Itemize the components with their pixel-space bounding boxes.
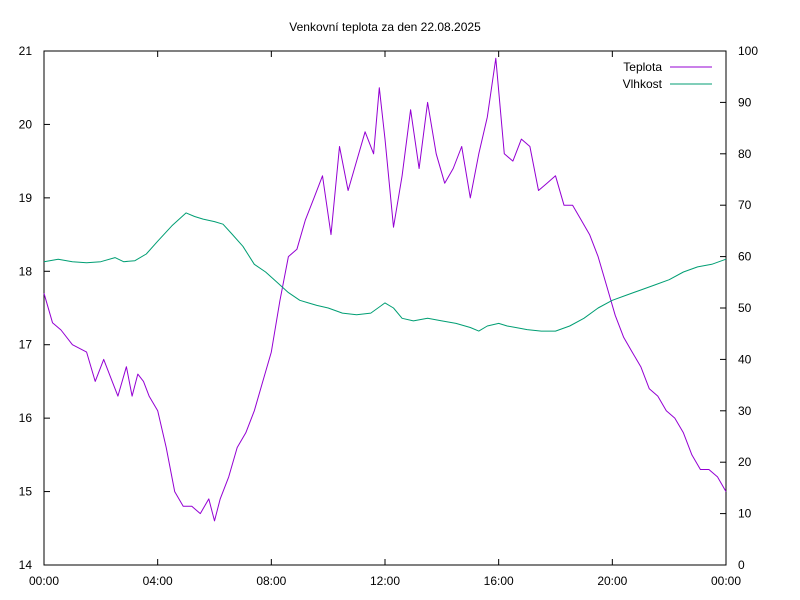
x-tick-label: 00:00 [711,574,741,588]
y2-tick-label: 30 [738,404,752,418]
y2-tick-label: 90 [738,95,752,109]
y-tick-label: 19 [19,191,33,205]
legend-label-vlhkost: Vlhkost [623,77,663,91]
x-tick-label: 12:00 [370,574,400,588]
y2-tick-label: 80 [738,147,752,161]
y2-tick-label: 70 [738,198,752,212]
y-tick-label: 18 [19,264,33,278]
y-tick-label: 14 [19,558,33,572]
y-tick-label: 16 [19,411,33,425]
series-line-teplota [43,57,727,522]
y2-tick-label: 0 [738,558,745,572]
y-tick-label: 15 [19,485,33,499]
x-tick-label: 08:00 [256,574,286,588]
y-tick-label: 20 [19,117,33,131]
y2-tick-label: 10 [738,507,752,521]
plot-frame [43,50,727,566]
x-tick-label: 04:00 [143,574,173,588]
y2-tick-label: 60 [738,250,752,264]
legend: Teplota Vlhkost [623,60,712,91]
series-lines [43,57,727,522]
y2-tick-label: 40 [738,352,752,366]
chart-title: Venkovní teplota za den 22.08.2025 [289,20,481,34]
axes: 14 15 16 17 18 19 20 21 0 10 20 30 40 50 60 70 80 90 100 00… [19,44,759,588]
y2-tick-label: 50 [738,301,752,315]
legend-label-teplota: Teplota [623,60,662,74]
y2-tick-label: 100 [738,44,758,58]
x-tick-label: 16:00 [484,574,514,588]
y2-tick-label: 20 [738,455,752,469]
y-tick-label: 17 [19,338,33,352]
x-tick-label: 20:00 [597,574,627,588]
x-tick-label: 00:00 [29,574,59,588]
y-tick-label: 21 [19,44,33,58]
series-line-vlhkost [43,212,727,332]
